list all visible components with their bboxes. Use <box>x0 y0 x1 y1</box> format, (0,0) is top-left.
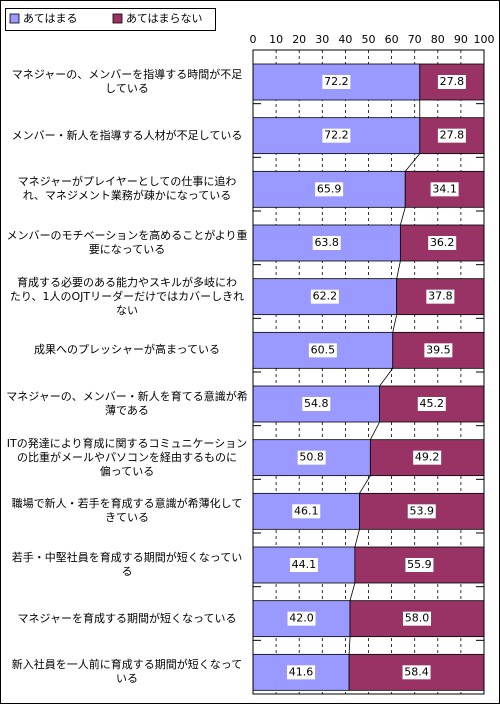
category-label: ITの発達により育成に関するコミュニケーション の比重がメールやパソコンを経由す… <box>6 436 248 478</box>
data-label: 62.2 <box>313 290 338 303</box>
data-label: 27.8 <box>440 75 465 88</box>
data-label-bg <box>287 611 316 626</box>
data-label-bg <box>403 611 432 626</box>
category-label: マネジャーがプレイヤーとしての仕事に追わ れ、マネジメント業務が疎かになっている <box>17 175 237 203</box>
data-label: 45.2 <box>420 397 445 410</box>
data-label: 27.8 <box>440 129 465 142</box>
bar-segment <box>252 331 394 369</box>
series-line <box>404 153 421 172</box>
data-label-bg <box>407 504 436 519</box>
legend-swatch <box>9 13 20 24</box>
data-label-bg <box>297 450 326 465</box>
category-label: メンバー・新人を指導する人材が不足している <box>11 128 243 142</box>
data-label-bg <box>308 343 337 358</box>
category-label: 職場で新人・若手を育成する意識が希薄化して きている <box>11 497 243 525</box>
series-line <box>348 636 351 655</box>
data-label: 53.9 <box>409 504 434 517</box>
legend <box>5 8 216 31</box>
data-label: 50.8 <box>299 451 324 464</box>
series-line <box>392 314 398 333</box>
category-label: マネジャーの、メンバーを指導する時間が不足 している <box>11 68 243 95</box>
x-tick-label: 50 <box>362 33 376 46</box>
data-label-bg <box>287 665 316 680</box>
data-label: 63.8 <box>314 236 339 249</box>
x-tick-label: 20 <box>292 33 306 46</box>
data-label-bg <box>302 397 331 411</box>
data-label: 46.1 <box>294 504 319 517</box>
category-label: マネジャーを育成する期間が短くなっている <box>17 611 237 625</box>
data-label: 42.0 <box>289 612 314 625</box>
data-label: 37.8 <box>428 290 453 303</box>
x-tick-label: 10 <box>269 33 283 46</box>
series-line <box>349 582 356 601</box>
x-tick-label: 30 <box>315 33 329 46</box>
legend-label: あてはまる <box>23 12 78 25</box>
x-tick-label: 0 <box>250 33 257 46</box>
category-label: 育成する必要のある能力やスキルが多岐にわ たり、1人のOJTリーダーだけではカバ… <box>9 275 245 317</box>
data-label: 44.1 <box>292 558 317 571</box>
data-label-bg <box>417 397 446 411</box>
data-label: 72.2 <box>324 129 349 142</box>
category-label: 成果へのプレッシャーが高まっている <box>33 343 220 357</box>
data-label: 36.2 <box>430 236 455 249</box>
data-label: 49.2 <box>415 451 440 464</box>
x-tick-label: 60 <box>385 33 399 46</box>
data-label: 34.1 <box>432 182 457 195</box>
series-line <box>396 260 401 279</box>
data-label-bg <box>405 558 434 572</box>
series-line <box>369 421 380 440</box>
category-label: 新入社員を一人前に育成する期間が短くなって いる <box>11 658 243 686</box>
legend-swatch <box>112 13 123 24</box>
data-label-bg <box>437 128 466 143</box>
x-tick-label: 80 <box>431 33 445 46</box>
data-label-bg <box>292 504 321 519</box>
x-tick-label: 100 <box>474 33 495 46</box>
legend-label: あてはまらない <box>126 12 203 25</box>
data-label: 39.5 <box>426 343 451 356</box>
data-label: 58.0 <box>405 612 430 625</box>
plot-border <box>252 49 485 695</box>
x-tick-label: 90 <box>454 33 468 46</box>
data-label-bg <box>437 75 466 89</box>
data-label: 54.8 <box>304 397 329 410</box>
data-label-bg <box>315 182 344 197</box>
data-label: 60.5 <box>311 343 336 356</box>
data-label-bg <box>413 450 442 465</box>
series-line <box>354 529 360 548</box>
data-label-bg <box>289 558 318 572</box>
data-label-bg <box>310 289 339 304</box>
x-tick-label: 70 <box>408 33 422 46</box>
data-label: 55.9 <box>407 558 432 571</box>
series-line <box>399 207 406 226</box>
category-label: 若手・中堅社員を育成する期間が短くなってい る <box>11 551 243 578</box>
data-label: 41.6 <box>289 665 314 678</box>
data-label: 58.4 <box>404 665 429 678</box>
data-label-bg <box>430 182 459 197</box>
data-label-bg <box>322 75 351 89</box>
data-label-bg <box>402 665 431 680</box>
category-label: メンバーのモチベーションを高めることがより重 要になっている <box>6 229 248 256</box>
data-label: 72.2 <box>324 75 349 88</box>
data-label-bg <box>424 343 453 358</box>
series-line <box>359 475 371 494</box>
category-label: マネジャーの、メンバー・新人を育てる意識が希 薄である <box>6 390 248 417</box>
data-label-bg <box>322 128 351 143</box>
series-line <box>379 368 394 387</box>
x-tick-label: 40 <box>338 33 352 46</box>
data-label: 65.9 <box>317 182 342 195</box>
data-label-bg <box>426 289 455 304</box>
data-label-bg <box>312 236 341 250</box>
data-label-bg <box>428 236 457 250</box>
